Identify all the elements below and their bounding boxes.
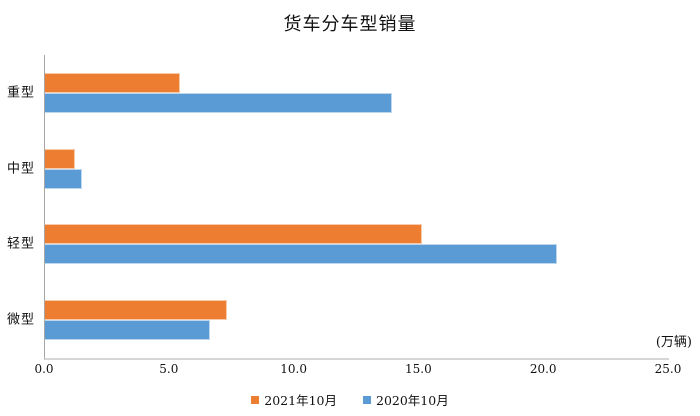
bar-2020年10月-重型 [45, 92, 392, 113]
x-axis-tick-label: 0.0 [34, 362, 54, 376]
unit-label: (万辆) [655, 335, 692, 350]
bar-2020年10月-轻型 [45, 244, 557, 265]
category-label: 重型 [6, 85, 35, 101]
legend-label: 2021年10月 [264, 393, 337, 408]
x-axis-tick-label: 10.0 [280, 362, 307, 376]
legend-swatch-icon [363, 395, 371, 404]
category-label: 中型 [6, 161, 35, 177]
category-band: 重型 [7, 55, 669, 131]
category-band: 轻型 [7, 207, 669, 283]
bar-2021年10月-中型 [45, 148, 75, 169]
bar-2020年10月-中型 [45, 168, 83, 189]
x-axis-tick-label: 5.0 [159, 362, 179, 376]
bar-2021年10月-轻型 [45, 224, 422, 245]
bar-2021年10月-微型 [45, 300, 228, 321]
plot-area: 重型 中型 轻型 微型 [7, 55, 669, 360]
category-label: 微型 [6, 312, 35, 328]
category-label: 轻型 [6, 236, 35, 252]
legend: 2021年10月 2020年10月 [0, 390, 700, 409]
legend-label: 2020年10月 [376, 393, 449, 408]
legend-swatch-icon [251, 395, 260, 404]
x-axis-tick-label: 15.0 [405, 362, 432, 376]
chart-title: 货车分车型销量 [283, 14, 417, 35]
x-axis-tick-label: 20.0 [529, 362, 557, 376]
bar-2020年10月-微型 [45, 320, 210, 341]
category-band: 微型 [7, 282, 669, 358]
category-band: 中型 [7, 131, 669, 207]
legend-item: 2020年10月 [363, 390, 449, 409]
x-axis-tick-label: 25.0 [654, 362, 682, 376]
legend-item: 2021年10月 [251, 390, 337, 409]
bar-2021年10月-重型 [45, 72, 180, 93]
x-axis: 0.0 5.0 10.0 15.0 20.0 25.0 [34, 362, 681, 378]
